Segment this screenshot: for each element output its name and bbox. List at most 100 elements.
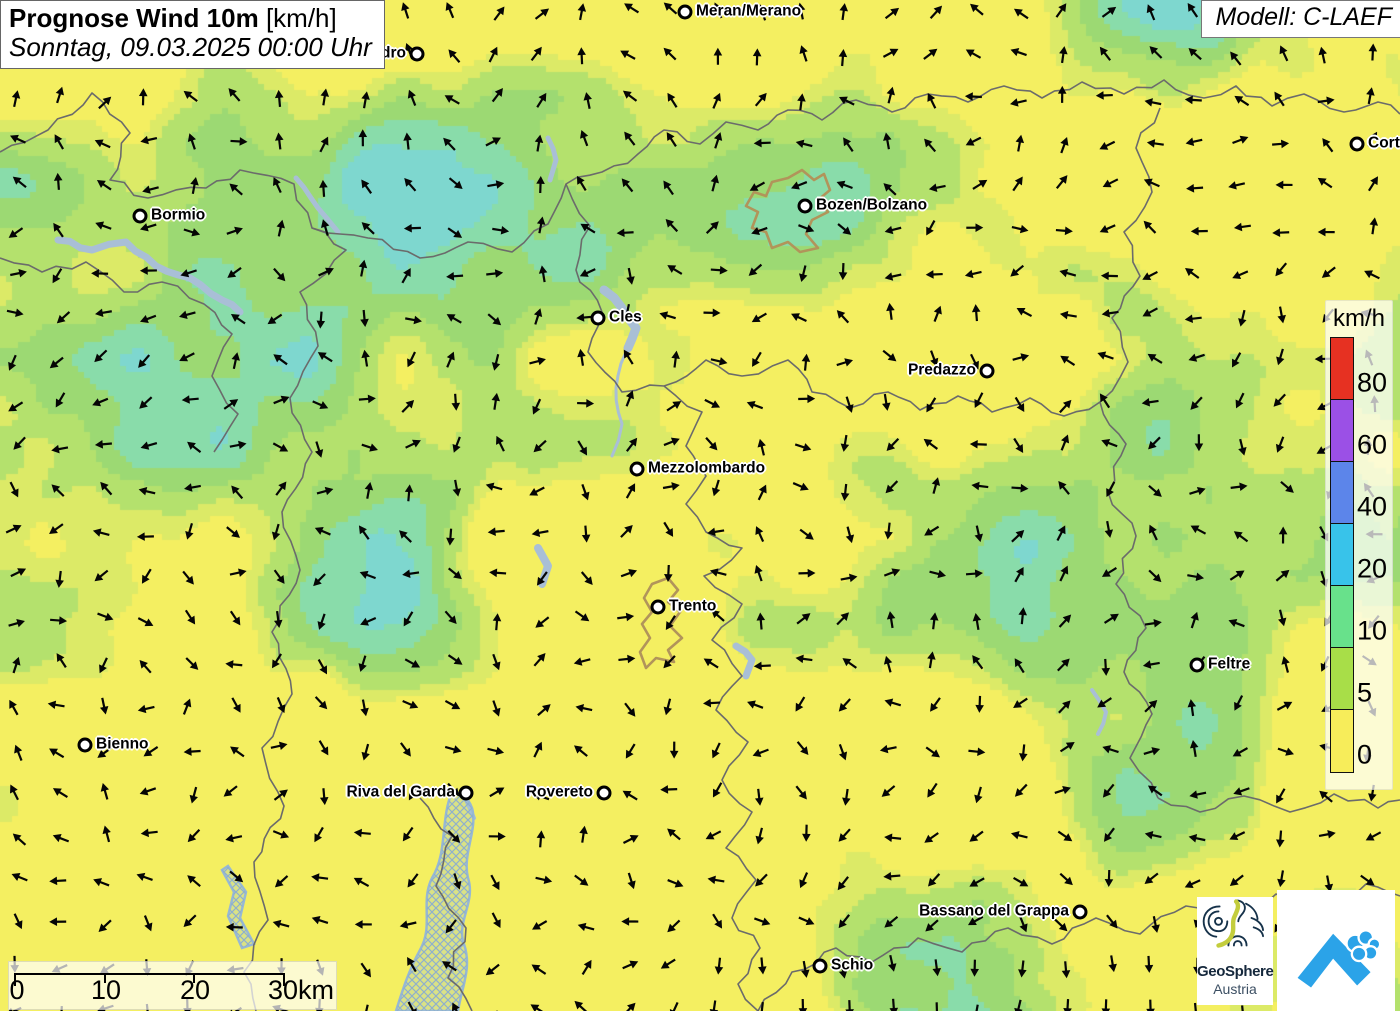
wind-arrow bbox=[56, 311, 71, 324]
wind-arrow bbox=[577, 47, 586, 65]
wind-arrow bbox=[1185, 268, 1200, 279]
wind-arrow bbox=[492, 653, 501, 671]
wind-arrow bbox=[580, 571, 593, 585]
wind-arrow bbox=[231, 485, 244, 500]
wind-arrow bbox=[1058, 481, 1070, 495]
admin-borders bbox=[0, 79, 1400, 1011]
wind-arrow bbox=[530, 46, 542, 62]
wind-arrow bbox=[624, 3, 640, 14]
wind-arrow bbox=[838, 744, 848, 761]
wind-arrow bbox=[928, 183, 946, 192]
wind-arrow bbox=[1101, 6, 1117, 18]
geosphere-country: Austria bbox=[1213, 981, 1257, 997]
wind-arrow bbox=[703, 698, 721, 708]
wind-arrow bbox=[182, 570, 194, 585]
wind-arrow bbox=[185, 657, 199, 670]
wind-arrow bbox=[583, 92, 592, 109]
wind-arrow bbox=[1144, 618, 1162, 628]
wind-arrow bbox=[925, 270, 943, 279]
wind-arrow bbox=[1011, 530, 1025, 543]
wind-arrow bbox=[181, 395, 199, 404]
wind-arrow bbox=[1142, 307, 1158, 317]
title-box: Prognose Wind 10m [km/h] Sonntag, 09.03.… bbox=[0, 0, 385, 70]
river bbox=[54, 236, 244, 316]
wind-arrow bbox=[799, 45, 808, 62]
wind-arrow bbox=[965, 136, 982, 146]
wind-arrow bbox=[276, 219, 285, 237]
wind-arrow bbox=[451, 393, 461, 411]
wind-arrow bbox=[8, 227, 24, 238]
wind-arrow bbox=[139, 659, 152, 674]
wind-arrow bbox=[840, 573, 858, 583]
wind-arrow bbox=[620, 50, 636, 60]
wind-arrow bbox=[1060, 137, 1069, 154]
wind-arrow bbox=[317, 613, 326, 630]
city-marker bbox=[650, 599, 666, 615]
wind-arrow bbox=[974, 392, 984, 408]
wind-arrow bbox=[711, 742, 721, 759]
wind-arrow bbox=[1367, 131, 1378, 147]
wind-arrow bbox=[1058, 614, 1072, 628]
legend-segment bbox=[1331, 400, 1353, 462]
wind-arrow bbox=[486, 269, 504, 278]
wind-arrow bbox=[96, 180, 112, 191]
wind-arrow bbox=[884, 7, 900, 20]
wind-arrow bbox=[1187, 699, 1197, 717]
wind-arrow bbox=[1184, 95, 1202, 105]
wind-arrow bbox=[312, 400, 329, 410]
admin-border bbox=[1157, 793, 1400, 813]
legend-value: 5 bbox=[1357, 677, 1373, 708]
wind-arrow bbox=[187, 133, 196, 150]
wind-arrow bbox=[843, 137, 854, 153]
wind-arrow bbox=[8, 619, 25, 628]
wind-arrow bbox=[227, 266, 242, 278]
wind-arrow bbox=[749, 181, 766, 191]
wind-arrow bbox=[533, 653, 546, 667]
wind-arrow bbox=[663, 521, 674, 537]
wind-arrow bbox=[886, 437, 900, 451]
wind-arrow bbox=[1059, 46, 1068, 64]
wind-arrow bbox=[926, 397, 937, 413]
wind-arrow bbox=[179, 310, 196, 319]
wind-arrow bbox=[662, 482, 680, 491]
river bbox=[732, 642, 756, 680]
wind-arrow bbox=[275, 481, 287, 496]
wind-arrow bbox=[713, 2, 723, 19]
wind-arrow bbox=[1143, 747, 1161, 756]
wind-arrow bbox=[9, 134, 26, 144]
wind-arrow bbox=[273, 267, 286, 282]
wind-arrow bbox=[1186, 183, 1204, 193]
admin-border bbox=[419, 797, 473, 1011]
wind-arrow bbox=[496, 435, 505, 452]
wind-arrow bbox=[966, 223, 984, 232]
wind-arrow bbox=[274, 132, 284, 150]
city-label: Bienno bbox=[96, 735, 149, 753]
river bbox=[545, 135, 559, 183]
wind-arrow bbox=[705, 437, 718, 451]
wind-arrow bbox=[574, 610, 590, 622]
wind-arrow bbox=[797, 93, 806, 111]
wind-arrow bbox=[970, 353, 979, 370]
admin-border bbox=[565, 183, 761, 1011]
wind-arrow bbox=[964, 269, 982, 279]
wind-arrow bbox=[1190, 525, 1207, 535]
wind-arrow bbox=[360, 699, 369, 717]
wind-arrow bbox=[358, 525, 370, 540]
wind-arrow bbox=[1060, 355, 1076, 366]
wind-arrow bbox=[972, 655, 984, 670]
wind-arrow bbox=[845, 526, 855, 544]
wind-arrow bbox=[703, 658, 719, 669]
wind-arrow bbox=[92, 528, 110, 537]
wind-arrow bbox=[446, 528, 455, 546]
wind-arrow bbox=[705, 221, 719, 234]
wind-arrow bbox=[485, 137, 501, 147]
wind-arrow bbox=[487, 527, 505, 536]
wind-arrow bbox=[1055, 175, 1068, 190]
wind-arrow bbox=[577, 440, 588, 456]
wind-arrow bbox=[361, 443, 378, 452]
wind-arrow bbox=[140, 441, 158, 450]
wind-arrow bbox=[13, 436, 26, 450]
